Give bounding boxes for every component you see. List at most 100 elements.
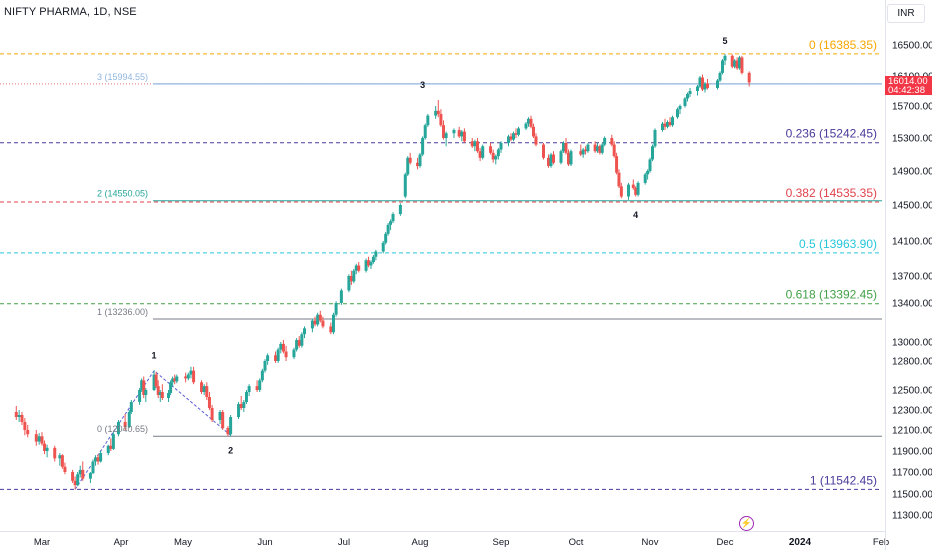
candle-body [218,412,222,420]
candle-body [184,376,188,379]
candle-body [260,370,264,381]
candle-body [408,157,412,163]
candle-body [416,162,420,167]
candle-body [313,320,317,325]
candle-body [316,314,320,325]
candle-body [374,251,378,257]
candle-body [527,118,530,124]
wave-point-label: 5 [722,36,727,46]
y-tick-label: 16500.00 [892,41,932,52]
candle-body [507,136,510,143]
candle-body [698,77,702,87]
candle-body [295,340,299,350]
candle-body [418,154,422,167]
wave-point-label: 1 [152,351,157,361]
last-price-value: 16014.00 [888,76,928,87]
last-price-tag: 16014.00 04:42:38 [885,76,932,95]
fib-level-label: 1 (11542.45) [810,473,877,487]
candle-body [703,83,707,90]
candle-body [279,343,283,350]
candle-body [43,443,47,451]
candle-body [517,128,520,135]
lightning-icon[interactable]: ⚡ [739,516,754,531]
candle-body [421,138,425,155]
candle-body [242,402,246,408]
candle-body [76,474,80,486]
wave-level-label: 1 (13236.00) [97,307,148,317]
candle-body [167,393,171,398]
candle-body [747,72,751,83]
wave-point-label: 4 [633,210,638,220]
candle-body [371,256,375,262]
candle-body [559,151,563,163]
candle-body [586,144,590,152]
x-tick-label: Sep [493,537,510,548]
wave-level-label: 2 (14550.05) [97,189,148,199]
candle-body [706,83,709,88]
candle-body [716,80,719,88]
candle-body [221,412,225,428]
candle-body [142,380,146,395]
wave-level-label: 3 (15994.55) [97,72,148,82]
candle-body [160,392,164,398]
y-tick-label: 11300.00 [892,511,932,522]
candle-body [300,334,304,346]
candle-body [247,386,251,392]
y-tick-label: 14100.00 [892,237,932,248]
candle-body [389,221,393,225]
candle-body [643,174,647,183]
candle-body [499,142,503,150]
candle-body [452,130,456,134]
candle-body [347,276,351,291]
candle-body [496,149,500,157]
candle-body [423,125,427,138]
candle-body [281,343,285,352]
candle-body [470,141,474,147]
candle-body [303,328,306,335]
y-tick-label: 15700.00 [892,102,932,113]
candle-body [683,98,687,106]
candle-body [619,186,623,197]
candle-body [442,125,446,138]
candle-body [96,457,100,462]
candle-body [398,205,402,214]
candle-body [352,270,356,282]
fib-level-label: 0.5 (13963.90) [799,237,877,251]
x-tick-label: Oct [569,537,584,548]
fib-level-label: 0.618 (13392.45) [786,288,877,302]
candle-body [434,110,438,116]
candle-body [349,276,353,282]
symbol-title[interactable]: NIFTY PHARMA, 1D, NSE [4,6,137,18]
candle-body [547,157,550,167]
y-tick-label: 12100.00 [892,426,932,437]
y-tick-label: 13400.00 [892,299,932,310]
candle-body [462,131,466,142]
candle-body [258,380,262,390]
candle-body [648,159,652,171]
candle-body [512,133,515,140]
candle-body [123,422,127,427]
candle-body [678,106,682,110]
candle-body [207,397,211,408]
candle-body [549,154,553,167]
candle-body [666,122,669,127]
candle-body [569,151,573,165]
candle-body [733,60,737,67]
candle-body [156,386,160,395]
candle-body [595,146,599,152]
currency-button[interactable]: INR [887,4,925,23]
candle-body [509,136,513,140]
y-tick-label: 13700.00 [892,272,932,283]
candle-body [339,290,343,303]
wave-point-label: 3 [420,80,425,90]
candle-body [354,265,358,271]
candle-body [111,434,115,449]
candle-body [186,374,190,379]
price-axis-divider [885,0,886,550]
candle-body [676,109,679,118]
candle-body [439,114,443,126]
candle-body [37,436,41,442]
y-tick-label: 11900.00 [892,447,932,458]
candle-body [386,224,390,234]
